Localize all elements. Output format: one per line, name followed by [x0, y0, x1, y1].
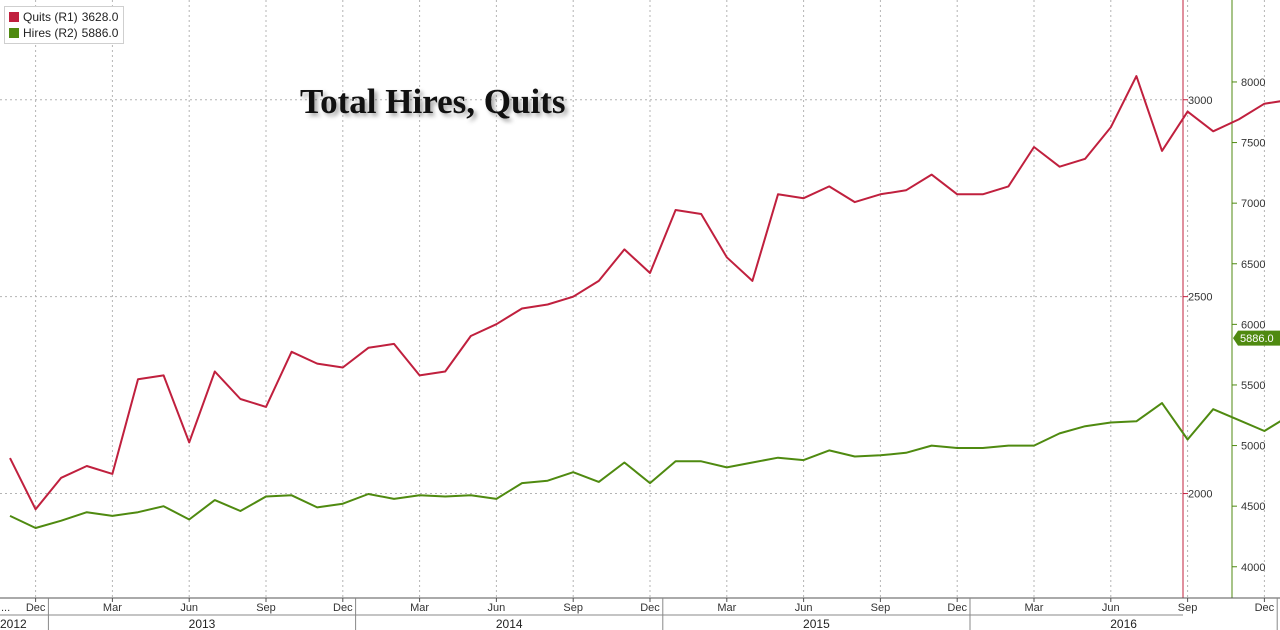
year-label: 2013: [189, 617, 216, 630]
last-value-tags: 3628.05886.0: [1233, 330, 1280, 346]
x-tick-label: Sep: [563, 602, 583, 614]
x-tick-label: Dec: [1255, 602, 1275, 614]
tag-text: 5886.0: [1240, 333, 1274, 345]
x-tick-label: Jun: [795, 602, 813, 614]
r2-tick-label: 6000: [1241, 319, 1265, 331]
x-tick-label: Mar: [1025, 602, 1044, 614]
x-tick-label: Mar: [410, 602, 429, 614]
r2-tick-label: 6500: [1241, 259, 1265, 271]
r2-tick-label: 4500: [1241, 501, 1265, 513]
legend-value-quits: 3628.0: [81, 10, 119, 24]
x-tick-label: Jun: [180, 602, 198, 614]
r2-tick-label: 4000: [1241, 562, 1265, 574]
x-tick-label: Dec: [333, 602, 353, 614]
x-tick-label: ...: [1, 602, 10, 614]
x-tick-label: Sep: [871, 602, 891, 614]
legend: Quits (R1) 3628.0 Hires (R2) 5886.0: [4, 6, 125, 44]
x-tick-label: Dec: [26, 602, 46, 614]
legend-swatch-hires: [9, 28, 19, 38]
x-tick-label: Mar: [103, 602, 122, 614]
year-label: 2014: [496, 617, 523, 630]
r2-tick-label: 7000: [1241, 198, 1265, 210]
hires-line: [9, 402, 1280, 529]
gridlines: [0, 0, 1265, 598]
legend-label-hires: Hires (R2): [23, 26, 78, 40]
legend-value-hires: 5886.0: [81, 26, 119, 40]
year-label: 2016: [1110, 617, 1137, 630]
r1-tick-label: 2500: [1188, 292, 1212, 304]
x-tick-label: Jun: [488, 602, 506, 614]
quits-line: [9, 75, 1280, 511]
x-tick-label: Sep: [256, 602, 276, 614]
legend-item-hires: Hires (R2) 5886.0: [9, 25, 118, 41]
year-label: 2015: [803, 617, 830, 630]
r1-tick-label: 2000: [1188, 489, 1212, 501]
x-tick-label: Dec: [640, 602, 660, 614]
r2-tick-label: 5000: [1241, 441, 1265, 453]
legend-swatch-quits: [9, 12, 19, 22]
r1-tick-label: 3000: [1188, 95, 1212, 107]
year-label: 2012: [0, 617, 27, 630]
r2-tick-label: 5500: [1241, 380, 1265, 392]
r2-tick-label: 8000: [1241, 77, 1265, 89]
x-tick-label: Jun: [1102, 602, 1120, 614]
chart-title: Total Hires, Quits: [300, 82, 566, 121]
r2-tick-label: 7500: [1241, 138, 1265, 150]
legend-item-quits: Quits (R1) 3628.0: [9, 9, 118, 25]
series-layer: [9, 75, 1280, 529]
hires-last-value-tag: 5886.0: [1233, 330, 1280, 346]
x-tick-label: Dec: [947, 602, 967, 614]
tag-shape: [1233, 330, 1280, 346]
x-tick-label: Sep: [1178, 602, 1198, 614]
x-tick-label: Mar: [717, 602, 736, 614]
legend-label-quits: Quits (R1): [23, 10, 78, 24]
